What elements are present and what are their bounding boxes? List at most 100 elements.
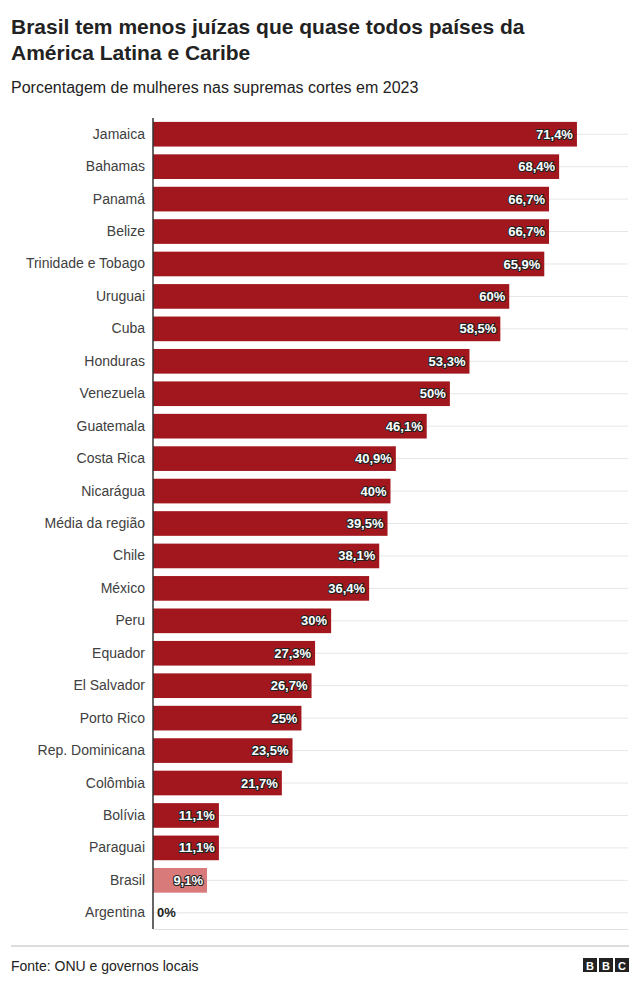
y-tick-label: México xyxy=(101,580,146,596)
y-tick-label: Rep. Dominicana xyxy=(38,742,146,758)
data-label: 27,3% xyxy=(274,646,311,661)
bar xyxy=(153,576,369,601)
y-tick: Trinidade e Tobago xyxy=(26,255,145,271)
bar xyxy=(153,608,331,633)
y-tick-label: Argentina xyxy=(85,904,145,920)
y-tick-label: Bahamas xyxy=(86,158,145,174)
bar xyxy=(153,673,312,698)
footer-rule xyxy=(11,946,629,947)
y-tick-label: Nicarágua xyxy=(81,483,145,499)
credit-letter: B xyxy=(586,960,594,972)
bar xyxy=(153,771,282,796)
bar xyxy=(153,252,544,277)
credit-box xyxy=(615,958,629,972)
bar xyxy=(153,479,391,504)
bar xyxy=(153,706,301,731)
y-tick-label: Guatemala xyxy=(77,418,146,434)
data-label: 46,1% xyxy=(386,419,423,434)
bar xyxy=(153,154,559,179)
y-tick-label: El Salvador xyxy=(73,677,145,693)
y-tick-label: Trinidade e Tobago xyxy=(26,255,145,271)
y-tick: Porto Rico xyxy=(80,710,146,726)
credit-box xyxy=(599,958,613,972)
y-tick-label: Colômbia xyxy=(86,775,145,791)
bar xyxy=(153,381,450,406)
x-axis-line xyxy=(154,929,629,930)
bar xyxy=(153,122,577,147)
title: Brasil tem menos juízas que quase todos … xyxy=(11,14,611,66)
y-tick-label: Belize xyxy=(107,223,145,239)
bar xyxy=(153,836,219,861)
subtitle: Porcentagem de mulheres nas supremas cor… xyxy=(11,78,631,98)
credit-logo: BBC xyxy=(583,958,629,972)
y-axis: Jamaica Bahamas Panamá Belize Trinidade e To… xyxy=(26,118,153,929)
bar xyxy=(153,446,396,471)
credit-box xyxy=(583,958,597,972)
y-tick: Rep. Dominicana xyxy=(38,742,146,758)
y-tick: Bolívia xyxy=(103,807,145,823)
data-label: 65,9% xyxy=(503,257,540,272)
y-tick: Peru xyxy=(115,612,145,628)
data-label: 39,5% xyxy=(347,516,384,531)
y-tick-label: Honduras xyxy=(84,353,145,369)
y-tick: Paraguai xyxy=(89,839,145,855)
bar xyxy=(153,219,549,244)
credit-letter: B xyxy=(602,960,610,972)
y-tick: Guatemala xyxy=(77,418,146,434)
grid-line xyxy=(153,912,628,913)
y-tick-label: Jamaica xyxy=(93,126,145,142)
y-tick: Honduras xyxy=(84,353,145,369)
y-tick: Média da região xyxy=(45,515,146,531)
y-tick-label: Peru xyxy=(115,612,145,628)
bar xyxy=(153,868,207,893)
source: Fonte: ONU e governos locais xyxy=(11,958,199,974)
grid-line xyxy=(153,880,628,881)
y-tick-label: Paraguai xyxy=(89,839,145,855)
bar xyxy=(153,738,293,763)
data-labels: 71,4%68,4%66,7%66,7%65,9%60%58,5%53,3%50… xyxy=(157,127,573,921)
data-label: 21,7% xyxy=(241,776,278,791)
y-tick-label: Cuba xyxy=(112,320,146,336)
y-tick-label: Bolívia xyxy=(103,807,145,823)
data-label: 25% xyxy=(271,711,297,726)
bar xyxy=(153,803,219,828)
y-tick: Colômbia xyxy=(86,775,145,791)
data-label: 68,4% xyxy=(518,159,555,174)
y-tick: Belize xyxy=(107,223,145,239)
data-label: 30% xyxy=(301,613,327,628)
bar xyxy=(153,511,388,536)
y-axis-line xyxy=(152,118,154,929)
y-tick-label: Porto Rico xyxy=(80,710,146,726)
y-tick: Nicarágua xyxy=(81,483,145,499)
data-label: 11,1% xyxy=(179,808,216,823)
data-label: 0% xyxy=(157,905,176,920)
grid-line xyxy=(153,815,628,816)
bar xyxy=(153,349,469,374)
y-tick-label: Equador xyxy=(92,645,145,661)
data-label: 38,1% xyxy=(338,548,375,563)
data-label: 11,1% xyxy=(179,840,216,855)
data-label: 66,7% xyxy=(508,192,545,207)
y-tick-label: Uruguai xyxy=(96,288,145,304)
y-tick: Bahamas xyxy=(86,158,145,174)
data-label: 40,9% xyxy=(355,451,392,466)
y-tick: El Salvador xyxy=(73,677,145,693)
y-tick: Cuba xyxy=(112,320,146,336)
y-tick-label: Brasil xyxy=(110,872,145,888)
bar xyxy=(153,641,315,666)
data-label: 9,1% xyxy=(173,873,203,888)
bar xyxy=(153,284,509,309)
bar xyxy=(153,414,427,439)
bar xyxy=(153,187,549,212)
credit-letter: C xyxy=(618,960,626,972)
y-tick-label: Chile xyxy=(113,547,145,563)
data-label: 50% xyxy=(420,386,446,401)
bar xyxy=(153,544,379,569)
y-tick: Panamá xyxy=(93,191,145,207)
y-tick: Uruguai xyxy=(96,288,145,304)
data-label: 40% xyxy=(360,484,386,499)
y-tick: Chile xyxy=(113,547,145,563)
y-tick-label: Costa Rica xyxy=(77,450,146,466)
bars xyxy=(153,122,577,893)
bar xyxy=(153,317,500,342)
